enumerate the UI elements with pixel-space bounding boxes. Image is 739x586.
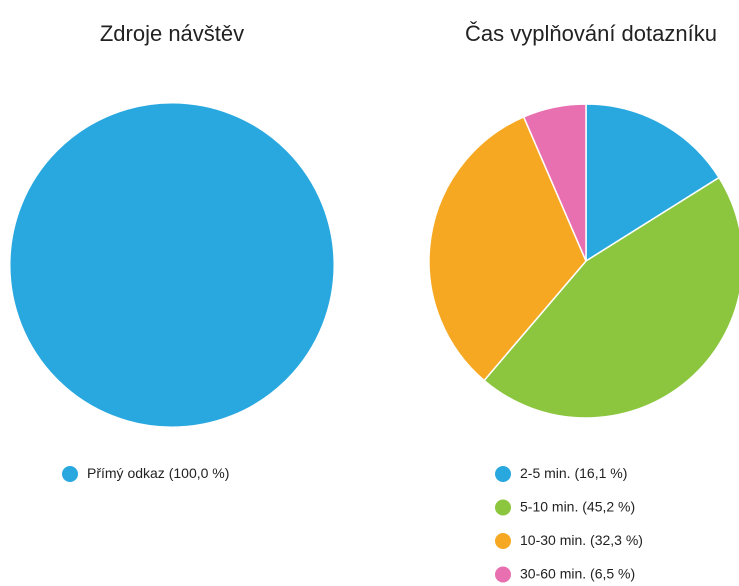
legend-value: (32,3 %)	[590, 532, 643, 548]
legend-swatch	[495, 533, 511, 549]
legend-swatch	[495, 466, 511, 482]
legend-swatch	[495, 499, 511, 516]
chart-title: Zdroje návštěv	[100, 21, 244, 46]
legend-value: (16,1 %)	[574, 465, 627, 481]
pie-slice	[9, 102, 335, 428]
legend-label: 10-30 min. (32,3 %)	[520, 532, 643, 548]
legend-value: (45,2 %)	[582, 498, 635, 514]
legend-name: 30-60 min.	[520, 565, 586, 581]
pie-slice	[483, 176, 739, 419]
legend-name: Přímý odkaz	[87, 465, 165, 481]
legend-value: (100,0 %)	[169, 465, 230, 481]
legend-label: Přímý odkaz (100,0 %)	[87, 465, 229, 481]
legend-label: 2-5 min. (16,1 %)	[520, 465, 627, 481]
legend-swatch	[495, 566, 511, 583]
pie-slice	[585, 103, 721, 263]
legend-name: 5-10 min.	[520, 498, 578, 514]
pie-slice	[428, 115, 587, 382]
legend-swatch	[62, 466, 78, 482]
legend-label: 5-10 min. (45,2 %)	[520, 498, 635, 514]
legend-name: 2-5 min.	[520, 465, 571, 481]
legend-name: 10-30 min.	[520, 532, 586, 548]
chart-title: Čas vyplňování dotazníku	[465, 21, 717, 46]
legend-value: (6,5 %)	[590, 565, 635, 581]
legend-label: 30-60 min. (6,5 %)	[520, 565, 635, 581]
pie-slice	[522, 103, 587, 262]
